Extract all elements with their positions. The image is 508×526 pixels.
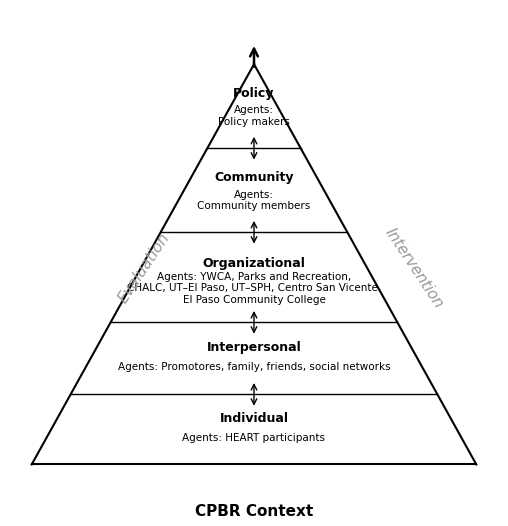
- Text: Agents:
Community members: Agents: Community members: [198, 189, 310, 211]
- Text: Interpersonal: Interpersonal: [207, 341, 301, 354]
- Text: Community: Community: [214, 171, 294, 184]
- Text: Policy: Policy: [233, 87, 275, 100]
- Text: Organizational: Organizational: [203, 257, 305, 270]
- Text: Evaluation: Evaluation: [116, 230, 173, 306]
- Text: Intervention: Intervention: [383, 225, 447, 311]
- Text: CPBR Context: CPBR Context: [195, 504, 313, 519]
- Text: Agents:
Policy makers: Agents: Policy makers: [218, 106, 290, 127]
- Text: Individual: Individual: [219, 412, 289, 426]
- Text: Agents: YWCA, Parks and Recreation,
CHALC, UT–El Paso, UT–SPH, Centro San Vicent: Agents: YWCA, Parks and Recreation, CHAL…: [127, 271, 381, 305]
- Text: Agents: HEART participants: Agents: HEART participants: [182, 433, 326, 443]
- Text: Agents: Promotores, family, friends, social networks: Agents: Promotores, family, friends, soc…: [118, 362, 390, 372]
